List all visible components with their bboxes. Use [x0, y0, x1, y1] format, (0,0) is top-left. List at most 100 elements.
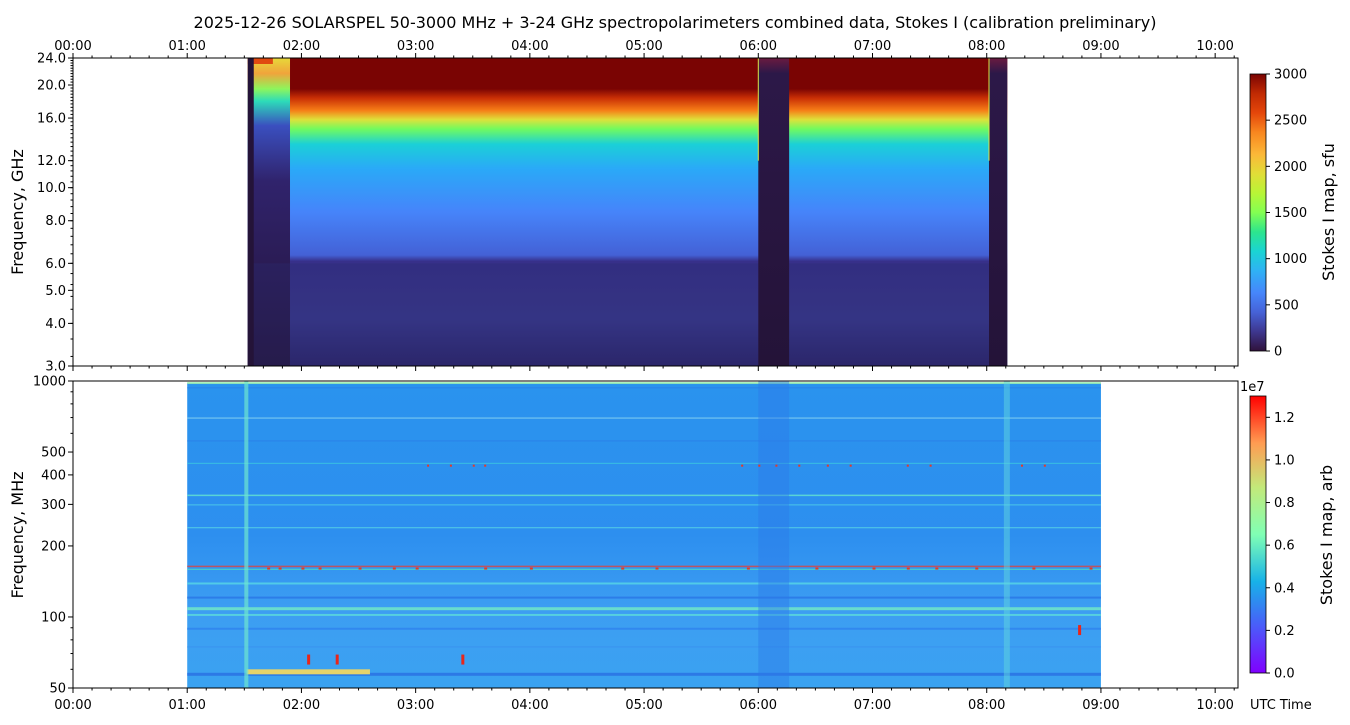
bottom-red-dot: [906, 567, 910, 570]
top-colorbar-tick-label: 0: [1274, 345, 1282, 360]
bottom-background-emission: [187, 383, 1101, 688]
bottom-red-dot: [267, 567, 271, 570]
bottom-y-tick-label: 200: [41, 539, 66, 554]
bottom-red-dot: [449, 464, 452, 467]
bottom-red-dot: [484, 464, 487, 467]
bottom-red-dot: [906, 464, 909, 467]
top-x-tick-label: 07:00: [854, 39, 891, 54]
bottom-colorbar-tick-label: 0.0: [1274, 667, 1295, 682]
bottom-y-axis-label: Frequency, MHz: [8, 471, 27, 598]
bottom-x-tick-label: 07:00: [854, 698, 891, 713]
bottom-x-tick-label: 09:00: [1082, 698, 1119, 713]
bottom-x-tick-label: 04:00: [511, 698, 548, 713]
bottom-red-spike: [461, 654, 465, 665]
top-colorbar-tick-label: 500: [1274, 298, 1299, 313]
bottom-y-tick-label: 300: [41, 498, 66, 513]
top-y-tick-label: 16.0: [37, 112, 66, 127]
bottom-red-dot: [1020, 464, 1023, 467]
bottom-gap-shade: [758, 381, 790, 688]
bottom-x-tick-label: 00:00: [54, 698, 91, 713]
top-y-tick-label: 3.0: [45, 360, 66, 375]
top-x-tick-label: 10:00: [1196, 39, 1233, 54]
top-colorbar-tick-label: 3000: [1274, 68, 1307, 83]
bottom-panel: 00:00 01:00 02:00 03:00 04:00 05:00 06:00 07:00…: [8, 375, 1336, 714]
top-y-tick-label: 4.0: [45, 317, 66, 332]
bottom-red-dot: [621, 567, 625, 570]
bottom-x-tick-label: 01:00: [168, 698, 205, 713]
bottom-freq-band: [187, 494, 1101, 497]
top-x-tick-label: 05:00: [625, 39, 662, 54]
bottom-red-spike: [1078, 625, 1082, 636]
top-y-tick-label: 5.0: [45, 284, 66, 299]
bottom-freq-band: [187, 596, 1101, 599]
x-axis-label: UTC Time: [1250, 698, 1312, 713]
bottom-freq-band: [187, 607, 1101, 611]
bottom-red-dot: [849, 464, 852, 467]
bottom-freq-band: [187, 582, 1101, 585]
bottom-colorbar-tick-label: 0.2: [1274, 624, 1295, 639]
bottom-red-dot: [655, 567, 659, 570]
bottom-red-dot: [1032, 567, 1036, 570]
bottom-red-dot: [1043, 464, 1046, 467]
top-x-tick-label: 08:00: [968, 39, 1005, 54]
bottom-spectrogram: [187, 381, 1101, 688]
bottom-red-dot: [758, 464, 761, 467]
bottom-red-dot: [815, 567, 819, 570]
top-x-tick-label: 09:00: [1082, 39, 1119, 54]
bottom-red-dot: [427, 464, 430, 467]
bottom-colorbar-tick-label: 0.4: [1274, 581, 1295, 596]
bottom-red-dot: [826, 464, 829, 467]
bottom-axes-frame: [72, 380, 1239, 689]
bottom-red-dot: [775, 464, 778, 467]
bottom-red-dot: [484, 567, 488, 570]
top-panel: 00:00 01:00 02:00 03:00 04:00 05:00 06:00 07:00…: [8, 39, 1338, 375]
top-data-gap: [758, 58, 790, 366]
bottom-bright-low-band: [246, 669, 370, 675]
bottom-x-tick-label: 05:00: [625, 698, 662, 713]
top-colorbar-tick-label: 2000: [1274, 160, 1307, 175]
top-y-tick-label: 20.0: [37, 79, 66, 94]
top-y-tick-label: 10.0: [37, 181, 66, 196]
top-x-tick-label: 06:00: [740, 39, 777, 54]
figure-title: 2025-12-26 SOLARSPEL 50-3000 MHz + 3-24 …: [194, 13, 1157, 32]
top-y-tick-label: 8.0: [45, 214, 66, 229]
bottom-red-dot: [301, 567, 305, 570]
bottom-y-tick-label: 1000: [33, 375, 66, 390]
bottom-y-axis: 50 100 200 300 400 500 1000: [33, 375, 73, 697]
bottom-y-tick-label: 100: [41, 610, 66, 625]
bottom-red-dot: [872, 567, 876, 570]
bottom-freq-band: [187, 504, 1101, 506]
top-x-tick-label: 00:00: [54, 39, 91, 54]
bottom-colorbar-label: Stokes I map, arb: [1317, 465, 1336, 605]
bottom-colorbar-tick-label: 0.8: [1274, 496, 1295, 511]
bottom-burst-column: [244, 381, 249, 688]
bottom-freq-band: [187, 565, 1101, 568]
top-early-hot-band: [247, 58, 273, 64]
top-colorbar-label: Stokes I map, sfu: [1319, 143, 1338, 281]
bottom-colorbar-offset: 1e7: [1240, 380, 1265, 395]
bottom-red-dot: [358, 567, 362, 570]
top-axes-frame: [72, 57, 1239, 367]
top-y-tick-label: 24.0: [37, 52, 66, 67]
bottom-end-column: [1003, 381, 1010, 688]
bottom-x-tick-label: 02:00: [283, 698, 320, 713]
bottom-red-dot: [392, 567, 396, 570]
bottom-x-axis: 00:00 01:00 02:00 03:00 04:00 05:00 06:00 07:00…: [54, 688, 1235, 713]
bottom-red-dot: [278, 567, 282, 570]
top-x-tick-label: 02:00: [283, 39, 320, 54]
bottom-freq-band: [187, 527, 1101, 529]
top-colorbar: [1249, 73, 1267, 352]
bottom-x-tick-label: 08:00: [968, 698, 1005, 713]
bottom-red-dot: [741, 464, 744, 467]
bottom-red-dot: [415, 567, 419, 570]
bottom-colorbar-tick-label: 1.0: [1274, 453, 1295, 468]
top-colorbar-ticks: 0 500 1000 1500 2000 2500 3000: [1266, 68, 1307, 360]
top-main-emission: [247, 58, 1008, 366]
top-y-axis-label: Frequency, GHz: [8, 149, 27, 275]
bottom-freq-band: [187, 417, 1101, 419]
bottom-freq-band: [187, 613, 1101, 616]
bottom-red-dot: [472, 464, 475, 467]
bottom-colorbar-tick-label: 0.6: [1274, 539, 1295, 554]
bottom-red-spike: [335, 654, 339, 665]
